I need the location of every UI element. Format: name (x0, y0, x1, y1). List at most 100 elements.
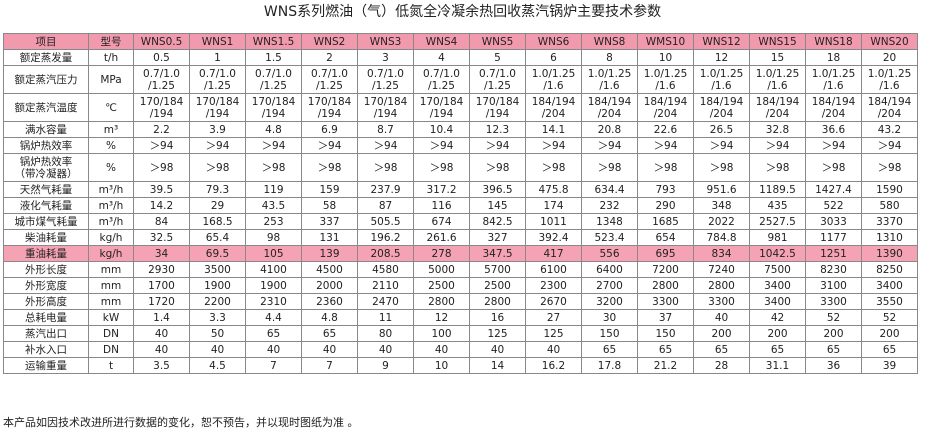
table-row: 天然气耗量 m³/h 39.5 79.3 119 159 237.9 317.2 396.5 47… (3, 181, 918, 198)
table-cell: 2800 (413, 293, 470, 310)
header-row: 项目 型号 WNS0.5 WNS1 WNS1.5 WNS2 WNS3 WNS4 WNS5 WNS6… (3, 33, 918, 50)
table-cell: 79.3 (189, 181, 246, 198)
table-cell: 184/194 /204 (749, 93, 806, 122)
title: WNS系列燃油（气）低氮全冷凝余热回收蒸汽锅炉主要技术参数 (263, 4, 662, 20)
table-cell: 981 (749, 229, 806, 246)
table-cell: 14.2 (133, 197, 190, 214)
table-cell: 2800 (637, 277, 694, 294)
table-row: 额定蒸汽压力 MPa 0.7/1.0 /1.25 0.7/1.0 /1.25 0.7/1… (3, 65, 918, 94)
table-row: 锅炉热效率 （带冷凝器）% ＞98 ＞98 ＞98 ＞98 ＞98 ＞98 ＞98 ＞98 ＞98… (3, 153, 918, 182)
header-cell: WNS15 (749, 33, 806, 50)
table-cell: 12 (413, 309, 470, 326)
header-cell: WNS3 (357, 33, 414, 50)
table-cell: 52 (861, 309, 918, 326)
table-cell: 170/184 /194 (133, 93, 190, 122)
table-cell: 外形长度 (3, 261, 89, 278)
table-cell: 65 (245, 325, 302, 342)
table-cell: 435 (749, 197, 806, 214)
table-cell: 1590 (861, 181, 918, 198)
table-cell: 0.7/1.0 /1.25 (469, 65, 526, 94)
table-cell: 2.2 (133, 121, 190, 138)
table-cell: 1.0/1.25 /1.6 (581, 65, 638, 94)
header-cell: WNS2 (301, 33, 358, 50)
table-cell: 2700 (581, 277, 638, 294)
table-cell: 396.5 (469, 181, 526, 198)
table-cell: ＞94 (245, 137, 302, 154)
table-cell: 3300 (805, 293, 862, 310)
table-cell: 7500 (749, 261, 806, 278)
table-cell: 1.0/1.25 /1.6 (525, 65, 582, 94)
spec-table: 项目 型号 WNS0.5 WNS1 WNS1.5 WNS2 WNS3 WNS4 WNS5 WNS6… (3, 33, 918, 374)
table-cell: ＞94 (189, 137, 246, 154)
table-cell: 29 (189, 197, 246, 214)
table-cell: 28 (693, 357, 750, 374)
table-cell: 0.7/1.0 /1.25 (357, 65, 414, 94)
header-cell: WMS10 (637, 33, 694, 50)
table-cell: 16 (469, 309, 526, 326)
table-cell: 634.4 (581, 181, 638, 198)
table-cell: 液化气耗量 (3, 197, 89, 214)
table-cell: 1900 (189, 277, 246, 294)
table-cell: ＞98 (749, 153, 806, 182)
table-cell: m³/h (88, 181, 134, 198)
table-cell: 98 (245, 229, 302, 246)
table-cell: 10.4 (413, 121, 470, 138)
table-cell: 3.5 (133, 357, 190, 374)
table-cell: 392.4 (525, 229, 582, 246)
table-cell: 14.1 (525, 121, 582, 138)
table-row: 液化气耗量 m³/h 14.2 29 43.5 58 87 116 145 174 232 290 34… (3, 197, 918, 214)
table-cell: 150 (581, 325, 638, 342)
table-cell: 1.0/1.25 /1.6 (861, 65, 918, 94)
table-cell: 11 (357, 309, 414, 326)
table-cell: 261.6 (413, 229, 470, 246)
table-cell: ＞98 (525, 153, 582, 182)
table-row: 运输重量 t 3.5 4.5 7 7 9 10 14 16.2 17.8 21.2 28 31.1 36 39 (3, 357, 918, 374)
table-cell: 200 (805, 325, 862, 342)
table-cell: 42 (749, 309, 806, 326)
table-cell: 31.1 (749, 357, 806, 374)
table-cell: 39 (861, 357, 918, 374)
table-cell: 重油耗量 (3, 245, 89, 262)
table-cell: 17.8 (581, 357, 638, 374)
table-cell: 2500 (469, 277, 526, 294)
table-cell: 6400 (581, 261, 638, 278)
header-cell: WNS0.5 (133, 33, 190, 50)
table-row: 柴油耗量 kg/h 32.5 65.4 98 131 196.2 261.6 327 392.4 5… (3, 229, 918, 246)
table-cell: m³ (88, 121, 134, 138)
table-cell: 7240 (693, 261, 750, 278)
table-cell: 32.8 (749, 121, 806, 138)
table-cell: 100 (413, 325, 470, 342)
table-cell: DN (88, 341, 134, 358)
table-cell: 2500 (413, 277, 470, 294)
table-cell: 2 (301, 49, 358, 66)
table-cell: 1 (189, 49, 246, 66)
table-cell: 1685 (637, 213, 694, 230)
table-cell: 8250 (861, 261, 918, 278)
table-cell: 7200 (637, 261, 694, 278)
table-cell: 4 (413, 49, 470, 66)
table-cell: 3200 (581, 293, 638, 310)
table-cell: 4.8 (245, 121, 302, 138)
table-cell: ＞98 (413, 153, 470, 182)
table-row: 补水入口 DN 40 40 40 40 40 40 40 40 65 65 65 65 65 65 (3, 341, 918, 358)
table-cell: 3400 (749, 293, 806, 310)
table-cell: 16.2 (525, 357, 582, 374)
table-cell: 3370 (861, 213, 918, 230)
table-cell: 184/194 /204 (861, 93, 918, 122)
table-cell: 6 (525, 49, 582, 66)
table-cell: 1177 (805, 229, 862, 246)
table-cell: 139 (301, 245, 358, 262)
table-cell: 1390 (861, 245, 918, 262)
table-row: 额定蒸发量 t/h 0.5 1 1.5 2 3 4 5 6 8 10 12 15 18 20 (3, 49, 918, 66)
table-cell: 253 (245, 213, 302, 230)
table-cell: 522 (805, 197, 862, 214)
table-cell: 1042.5 (749, 245, 806, 262)
table-cell: 外形宽度 (3, 277, 89, 294)
table-cell: 125 (469, 325, 526, 342)
table-cell: 蒸汽出口 (3, 325, 89, 342)
table-cell: 523.4 (581, 229, 638, 246)
table-cell: ＞94 (749, 137, 806, 154)
table-cell: 40 (469, 341, 526, 358)
table-cell: ＞98 (189, 153, 246, 182)
